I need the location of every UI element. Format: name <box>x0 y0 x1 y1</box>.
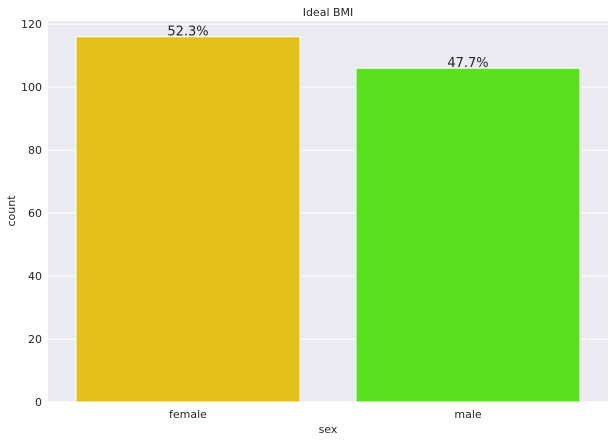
y-tick-label: 100 <box>21 81 42 94</box>
y-tick-label: 60 <box>28 207 42 220</box>
y-axis-label: count <box>5 195 18 227</box>
bars <box>75 36 581 403</box>
y-tick-label: 80 <box>28 144 42 157</box>
chart-title: Ideal BMI <box>303 6 354 19</box>
y-tick-label: 0 <box>35 396 42 409</box>
data-label-male: 47.7% <box>447 56 488 71</box>
bar-male <box>355 67 581 403</box>
y-tick-label: 40 <box>28 270 42 283</box>
tick-labels: 0 20 40 60 80 100 120 female male <box>21 18 482 421</box>
x-tick-label-male: male <box>454 408 482 421</box>
x-tick-label-female: female <box>169 408 207 421</box>
data-labels: 52.3% 47.7% <box>167 25 488 71</box>
x-axis-label: sex <box>319 423 338 436</box>
data-label-female: 52.3% <box>167 25 208 40</box>
y-tick-label: 120 <box>21 18 42 31</box>
y-tick-label: 20 <box>28 333 42 346</box>
bar-female <box>75 36 301 403</box>
